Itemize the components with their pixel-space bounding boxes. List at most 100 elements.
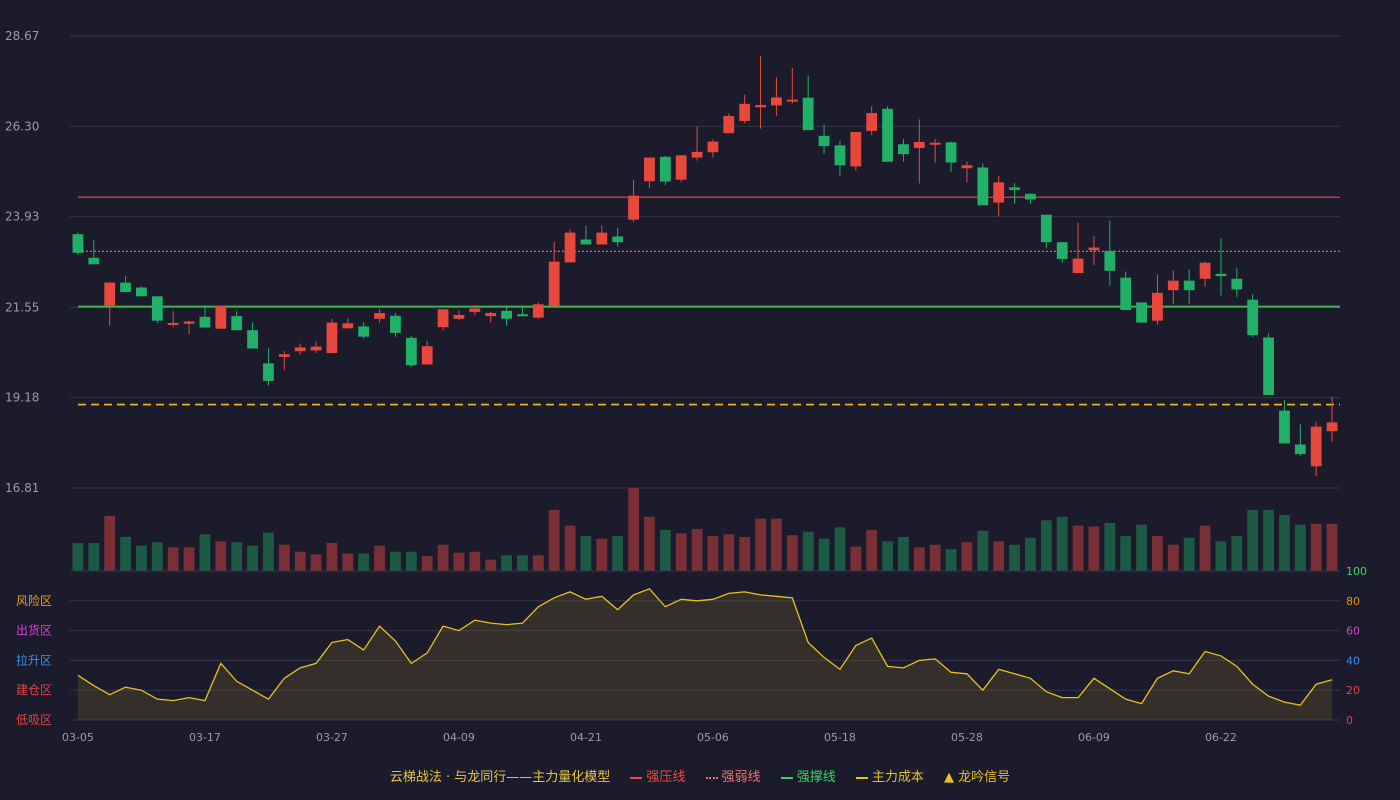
oscillator-tick-label: 40 xyxy=(1346,654,1360,667)
candle-body xyxy=(1120,277,1132,311)
legend-item-dragon-signal[interactable]: ▲ 龙吟信号 xyxy=(944,766,1010,785)
x-tick-label: 03-17 xyxy=(189,731,221,744)
candle-body xyxy=(167,322,179,325)
volume-bar xyxy=(850,546,862,571)
legend-item-strength-line[interactable]: 强弱线 xyxy=(705,766,761,785)
candle-body xyxy=(882,108,893,162)
candle-body xyxy=(1152,292,1163,321)
volume-bar xyxy=(1199,525,1211,571)
volume-bar xyxy=(231,542,243,571)
candle-body xyxy=(183,321,195,324)
candle-body xyxy=(1136,302,1147,323)
volume-bar xyxy=(294,551,306,571)
volume-bar xyxy=(961,542,973,571)
x-tick-label: 04-09 xyxy=(443,731,475,744)
legend-item-strong-support[interactable]: 强撑线 xyxy=(780,766,836,785)
candle-body xyxy=(453,314,465,319)
volume-bar xyxy=(1231,536,1243,571)
legend-label: 强撑线 xyxy=(796,770,836,785)
legend-item-strong-pressure[interactable]: 强压线 xyxy=(630,766,685,785)
volume-bar xyxy=(517,555,528,571)
volume-bar xyxy=(501,555,512,571)
oscillator-tick-label: 0 xyxy=(1346,714,1353,727)
volume-bar xyxy=(1279,515,1290,571)
volume-bar xyxy=(1326,523,1338,571)
candle-body xyxy=(866,112,878,131)
candle-body xyxy=(1263,337,1274,396)
x-tick-label: 03-05 xyxy=(62,731,94,744)
legend-title: 云梯战法 · 与龙同行——主力量化模型 xyxy=(389,770,611,785)
volume-bar xyxy=(453,552,465,571)
price-tick-label: 19.18 xyxy=(5,391,39,405)
candle-body xyxy=(374,313,385,319)
volume-bar xyxy=(183,547,195,571)
volume-bar xyxy=(310,554,322,571)
zone-label: 拉升区 xyxy=(16,652,52,667)
candle-body xyxy=(1056,242,1068,259)
price-tick-label: 16.81 xyxy=(5,481,39,495)
volume-bar xyxy=(786,535,798,571)
volume-bar xyxy=(215,541,227,571)
volume-bar xyxy=(659,529,671,571)
volume-bar xyxy=(342,553,354,571)
volume-bar xyxy=(945,549,957,571)
zone-label: 建仓区 xyxy=(16,683,52,697)
volume-bar xyxy=(151,542,163,571)
chart-svg: 28.67 26.30 23.93 21.55 19.18 16.81 100 80 60 40 2… xyxy=(5,29,1367,744)
candle-body xyxy=(691,151,703,158)
volume-bar xyxy=(374,545,385,571)
candle-body xyxy=(136,287,147,297)
candle-body xyxy=(1167,280,1179,291)
legend-line-swatch xyxy=(855,776,868,779)
volume-bar xyxy=(644,516,655,571)
volume-bar xyxy=(612,536,624,571)
volume-bar xyxy=(437,544,449,571)
candle-body xyxy=(739,103,751,121)
volume-bar xyxy=(977,530,989,571)
x-tick-label: 05-06 xyxy=(697,731,729,744)
volume-bar xyxy=(88,543,100,571)
candle-body xyxy=(120,282,131,293)
x-tick-label: 04-21 xyxy=(570,731,602,744)
candle-body xyxy=(834,145,846,166)
volume-bar xyxy=(1104,522,1116,571)
candle-body xyxy=(644,157,655,182)
x-tick-label: 06-22 xyxy=(1205,731,1237,744)
volume-bar xyxy=(326,543,338,571)
candle-body xyxy=(929,142,941,145)
volume-bar xyxy=(1088,526,1100,571)
volume-bar xyxy=(1056,516,1068,571)
candle-body xyxy=(977,167,989,206)
candle-body xyxy=(755,104,766,108)
candle-body xyxy=(898,144,909,155)
legend-label: 主力成本 xyxy=(871,770,924,785)
volume-bar xyxy=(199,534,211,571)
candle-body xyxy=(1279,410,1290,444)
volume-bar xyxy=(120,536,131,571)
candle-body xyxy=(945,142,957,163)
volume-bar xyxy=(1167,544,1179,571)
legend-line-swatch xyxy=(630,776,643,779)
volume-bar xyxy=(802,531,814,571)
candle-body xyxy=(1247,299,1259,336)
candle-body xyxy=(1183,280,1195,291)
legend-item-main-cost[interactable]: 主力成本 xyxy=(855,766,924,785)
candle-body xyxy=(231,316,243,331)
legend-label: 强弱线 xyxy=(721,770,761,785)
x-tick-label: 05-28 xyxy=(951,731,983,744)
volume-bar xyxy=(136,545,147,571)
candle-body xyxy=(1009,187,1020,190)
volume-bar xyxy=(1072,525,1084,571)
oscillator-tick-label: 60 xyxy=(1346,625,1360,638)
volume-bar xyxy=(72,543,84,571)
price-tick-label: 23.93 xyxy=(5,210,39,224)
candle-body xyxy=(342,323,354,329)
volume-bar xyxy=(739,536,751,571)
candle-body xyxy=(247,330,258,349)
candle-body xyxy=(818,135,830,147)
x-tick-label: 05-18 xyxy=(824,731,856,744)
candle-body xyxy=(1072,258,1084,274)
candle-body xyxy=(72,234,84,253)
oscillator-tick-label: 100 xyxy=(1346,565,1367,578)
